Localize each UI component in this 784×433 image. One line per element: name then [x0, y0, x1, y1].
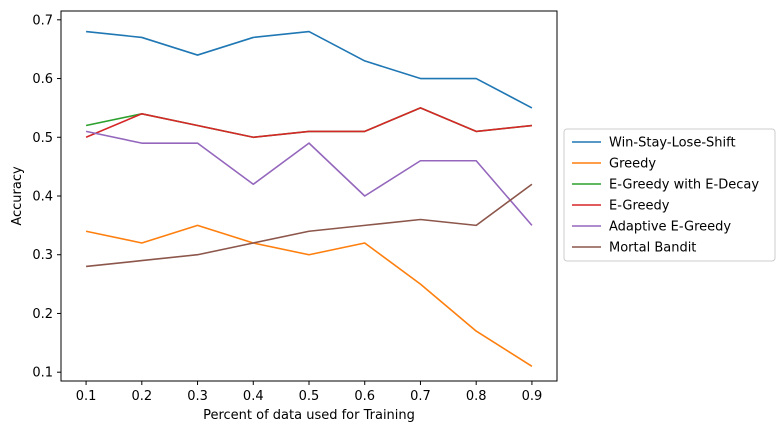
- y-tick-label: 0.3: [32, 248, 53, 263]
- x-tick-label: 0.7: [410, 389, 431, 404]
- y-tick-label: 0.1: [32, 366, 53, 381]
- y-axis-label: Accuracy: [10, 166, 25, 226]
- x-tick-label: 0.2: [131, 389, 152, 404]
- y-tick-label: 0.5: [32, 131, 53, 146]
- x-tick-label: 0.8: [466, 389, 487, 404]
- legend-label: Win-Stay-Lose-Shift: [609, 136, 736, 151]
- y-tick-label: 0.6: [32, 72, 53, 87]
- legend-label: Adaptive E-Greedy: [609, 220, 731, 235]
- x-tick-label: 0.1: [76, 389, 97, 404]
- x-tick-label: 0.4: [243, 389, 264, 404]
- series-line-win-stay-lose-shift: [85, 30, 533, 109]
- legend: Win-Stay-Lose-Shift Greedy E-Greedy with E…: [563, 128, 776, 262]
- legend-box: [563, 128, 776, 262]
- y-tick-label: 0.4: [32, 190, 53, 205]
- x-axis-ticks: 0.1 0.2 0.3 0.4 0.5 0.6 0.7 0.8 0.9: [76, 381, 543, 404]
- series-line-adaptive-e-greedy: [85, 130, 533, 226]
- plot-area-frame: [60, 10, 558, 382]
- legend-label: Mortal Bandit: [609, 241, 696, 256]
- y-axis-ticks: 0.1 0.2 0.3 0.4 0.5 0.6 0.7: [32, 13, 61, 381]
- y-tick-label: 0.7: [32, 13, 53, 28]
- x-axis-label: Percent of data used for Training: [203, 408, 415, 423]
- x-tick-label: 0.9: [522, 389, 543, 404]
- series-layer: [85, 30, 533, 367]
- series-line-greedy: [85, 224, 533, 367]
- legend-label: Greedy: [609, 157, 656, 172]
- x-tick-label: 0.6: [354, 389, 375, 404]
- x-tick-label: 0.5: [299, 389, 320, 404]
- series-line-e-greedy: [85, 107, 533, 139]
- x-tick-label: 0.3: [187, 389, 208, 404]
- legend-label: E-Greedy with E-Decay: [609, 178, 759, 193]
- series-line-mortal-bandit: [85, 183, 533, 268]
- series-line-e-greedy-with-e-decay: [85, 107, 533, 139]
- legend-label: E-Greedy: [609, 199, 670, 214]
- y-tick-label: 0.2: [32, 307, 53, 322]
